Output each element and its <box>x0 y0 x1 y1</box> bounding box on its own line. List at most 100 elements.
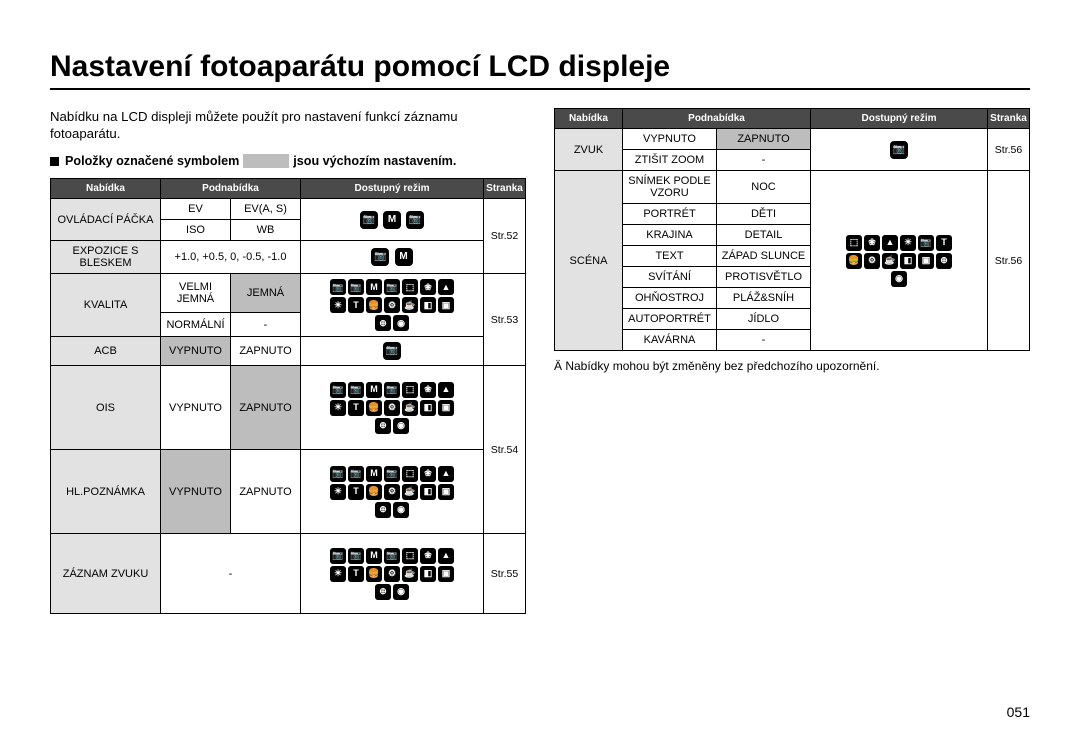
s6a: OHŇOSTROJ <box>623 288 717 309</box>
mode-icon: ▣ <box>438 484 454 500</box>
s3a: KRAJINA <box>623 225 717 246</box>
mode-icon: M <box>366 279 382 295</box>
camera-icon: 📷 <box>371 248 389 266</box>
page-52: Str.52 <box>484 199 526 274</box>
mode-icon: ☕ <box>402 566 418 582</box>
mode-icon: ◧ <box>900 253 916 269</box>
right-column: Nabídka Podnabídka Dostupný režim Strank… <box>554 108 1030 614</box>
menu-zvuk: ZVUK <box>555 129 623 171</box>
mode-icon: ☕ <box>402 484 418 500</box>
s3b: DETAIL <box>717 225 811 246</box>
mode-scena: ⬚❀▲☀📷T🍔⚙☕◧▣⊕◉ <box>811 171 988 351</box>
mode-acb: 📷 <box>301 337 484 366</box>
left-table: Nabídka Podnabídka Dostupný režim Strank… <box>50 178 526 614</box>
menu-hlpozn: HL.POZNÁMKA <box>51 450 161 534</box>
m-icon: M <box>395 248 413 266</box>
s7b: JÍDLO <box>717 309 811 330</box>
default-note: Položky označené symbolem jsou výchozím … <box>50 154 526 168</box>
bullet-icon <box>50 157 59 166</box>
mode-icon: ▣ <box>438 566 454 582</box>
mode-icon: 📷 <box>330 382 346 398</box>
mode-icon: 🍔 <box>366 400 382 416</box>
mode-icon: ⬚ <box>846 235 862 251</box>
s4a: TEXT <box>623 246 717 267</box>
sub-zaznam: - <box>161 534 301 614</box>
m-icon: M <box>383 211 401 229</box>
page-54: Str.54 <box>484 366 526 534</box>
s6b: PLÁŽ&SNÍH <box>717 288 811 309</box>
mode-icon: ☀ <box>900 235 916 251</box>
sub-acb-on: ZAPNUTO <box>231 337 301 366</box>
left-column: Nabídku na LCD displeji můžete použít pr… <box>50 108 526 614</box>
mode-icon: 📷 <box>384 466 400 482</box>
mode-icon: M <box>366 548 382 564</box>
mode-icon: ◉ <box>891 271 907 287</box>
mode-icon: ⚙ <box>384 484 400 500</box>
mode-icon: 📷 <box>384 279 400 295</box>
menu-expozice: EXPOZICE S BLESKEM <box>51 241 161 274</box>
th-menu: Nabídka <box>51 179 161 199</box>
mode-icon: ◉ <box>393 315 409 331</box>
mode-icon: ▲ <box>438 382 454 398</box>
mode-icon: ⊕ <box>375 502 391 518</box>
mode-icon: 📷 <box>348 548 364 564</box>
icons-zaznam: 📷📷M📷⬚❀▲☀T🍔⚙☕◧▣⊕◉ <box>322 547 462 601</box>
mode-icon: ❀ <box>420 548 436 564</box>
sub-ois-off: VYPNUTO <box>161 366 231 450</box>
s2b: DĚTI <box>717 204 811 225</box>
mode-icon: ⚙ <box>864 253 880 269</box>
camera-icon: 📷 <box>383 342 401 360</box>
mode-icon: ☕ <box>402 400 418 416</box>
mode-icon: ☕ <box>882 253 898 269</box>
mode-icon: ◉ <box>393 418 409 434</box>
note-pre: Položky označené symbolem <box>65 154 239 168</box>
mode-icon: ⬚ <box>402 279 418 295</box>
page-55: Str.55 <box>484 534 526 614</box>
sub-normalni: NORMÁLNÍ <box>161 312 231 337</box>
mode-ois: 📷📷M📷⬚❀▲☀T🍔⚙☕◧▣⊕◉ <box>301 366 484 450</box>
mode-icon: 📷 <box>918 235 934 251</box>
mode-icon: T <box>348 297 364 313</box>
mode-icon: 📷 <box>384 382 400 398</box>
mode-expozice: 📷 M <box>301 241 484 274</box>
mode-icon: 🍔 <box>366 566 382 582</box>
mode-icon: ▣ <box>438 400 454 416</box>
mode-icon: ▲ <box>438 548 454 564</box>
th-sub-r: Podnabídka <box>623 109 811 129</box>
mode-icon: T <box>348 400 364 416</box>
mode-icon: 🍔 <box>846 253 862 269</box>
s1a: SNÍMEK PODLE VZORU <box>623 171 717 204</box>
s8a: KAVÁRNA <box>623 330 717 351</box>
sub-hl-on: ZAPNUTO <box>231 450 301 534</box>
mode-icon: M <box>366 466 382 482</box>
mode-icon: ☀ <box>330 484 346 500</box>
mode-icon: ▣ <box>438 297 454 313</box>
mode-icon: ◧ <box>420 484 436 500</box>
zvuk-dash: - <box>717 150 811 171</box>
mode-icon: T <box>936 235 952 251</box>
mode-icon: ⊕ <box>375 418 391 434</box>
sub-hl-off: VYPNUTO <box>161 450 231 534</box>
mode-icon: 📷 <box>348 466 364 482</box>
mode-icon: ▲ <box>438 279 454 295</box>
icons-kvalita: 📷📷M📷⬚❀▲☀T🍔⚙☕◧▣⊕◉ <box>322 278 462 332</box>
zvuk-ztisit: ZTIŠIT ZOOM <box>623 150 717 171</box>
mode-icon: ❀ <box>864 235 880 251</box>
mode-icon: ☀ <box>330 400 346 416</box>
s1b: NOC <box>717 171 811 204</box>
zvuk-on: ZAPNUTO <box>717 129 811 150</box>
icons-ois: 📷📷M📷⬚❀▲☀T🍔⚙☕◧▣⊕◉ <box>322 381 462 435</box>
mode-icon: ◉ <box>393 584 409 600</box>
intro-text: Nabídku na LCD displeji můžete použít pr… <box>50 108 526 142</box>
page-56a: Str.56 <box>988 129 1030 171</box>
page-number: 051 <box>1007 704 1030 720</box>
footnote: Ä Nabídky mohou být změněny bez předchoz… <box>554 359 1030 373</box>
menu-scena: SCÉNA <box>555 171 623 351</box>
mode-icon: ⊕ <box>375 315 391 331</box>
mode-zaznam: 📷📷M📷⬚❀▲☀T🍔⚙☕◧▣⊕◉ <box>301 534 484 614</box>
mode-icon: 📷 <box>348 279 364 295</box>
mode-icon: ❀ <box>420 382 436 398</box>
th-menu-r: Nabídka <box>555 109 623 129</box>
mode-icon: ⬚ <box>402 382 418 398</box>
s5b: PROTISVĚTLO <box>717 267 811 288</box>
